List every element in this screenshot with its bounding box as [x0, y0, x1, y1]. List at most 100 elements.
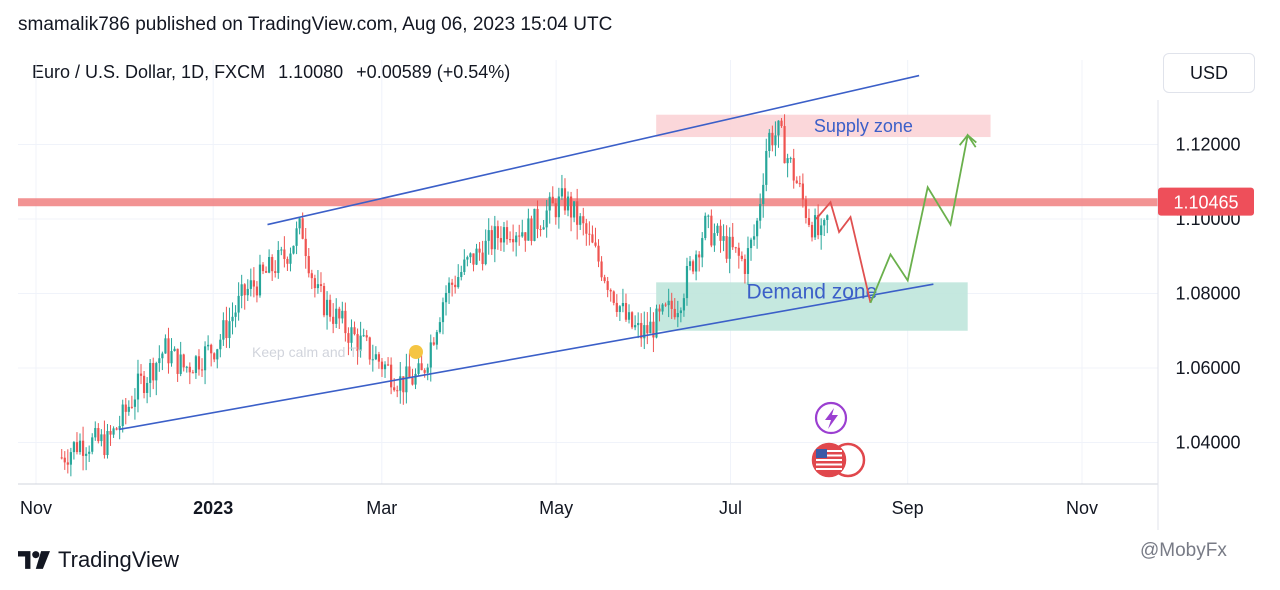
candle-body	[569, 196, 573, 218]
candle-body	[298, 218, 301, 229]
candle-body	[252, 280, 255, 287]
candle-body	[319, 284, 323, 287]
chart-candles	[60, 114, 829, 477]
candle-body	[627, 312, 631, 320]
y-tick-label: 1.08000	[1175, 284, 1240, 304]
candle-body	[353, 327, 356, 335]
candle-body	[484, 240, 487, 265]
candle-body	[774, 135, 777, 146]
candle-body	[795, 180, 798, 184]
candle-body	[731, 236, 734, 248]
candle-body	[704, 215, 707, 239]
x-tick-label: Jul	[719, 498, 742, 518]
chart-icons: Keep calm and Tr	[252, 344, 866, 478]
candle-body	[316, 284, 320, 289]
candle-body	[713, 233, 716, 246]
candle-body	[97, 428, 100, 442]
flag-stripe	[816, 468, 842, 470]
candle-body	[722, 236, 725, 241]
candle-body	[85, 453, 88, 456]
candle-body	[576, 201, 579, 225]
candle-body	[518, 235, 521, 237]
tradingview-brand[interactable]: TradingView	[18, 547, 179, 573]
candle-body	[277, 250, 280, 273]
candle-body	[152, 363, 155, 381]
candle-body	[203, 346, 207, 371]
candle-body	[649, 321, 652, 334]
candle-body	[146, 382, 149, 393]
candle-body	[243, 284, 246, 296]
chart-zones: Supply zone Demand zone	[656, 114, 991, 331]
candle-body	[295, 228, 298, 246]
candle-body	[826, 215, 829, 220]
price-change: +0.00589 (+0.54%)	[356, 62, 511, 82]
candle-body	[487, 230, 490, 241]
candle-body	[426, 367, 429, 373]
candle-body	[475, 248, 478, 265]
candle-body	[820, 225, 823, 236]
candle-body	[307, 256, 310, 274]
candle-body	[493, 226, 496, 250]
candle-body	[658, 308, 661, 312]
chart-grid	[18, 60, 1158, 484]
candle-body	[411, 377, 414, 385]
candle-body	[646, 325, 649, 334]
flag-stripe	[816, 454, 842, 457]
candle-body	[716, 225, 719, 234]
candle-body	[725, 236, 728, 259]
candle-body	[63, 457, 66, 463]
candle-body	[749, 239, 753, 249]
candle-body	[185, 366, 188, 368]
candle-body	[325, 299, 329, 316]
candle-body	[414, 373, 417, 385]
candle-body	[810, 224, 814, 238]
candle-body	[313, 278, 316, 289]
candle-body	[344, 310, 347, 334]
candle-body	[652, 321, 655, 338]
candle-body	[106, 431, 109, 456]
candle-body	[512, 239, 515, 243]
candle-body	[768, 132, 771, 151]
candle-body	[817, 215, 820, 236]
publish-info: smamalik786 published on TradingView.com…	[18, 14, 613, 35]
candle-body	[463, 259, 466, 272]
x-tick-label: Sep	[892, 498, 924, 518]
candle-body	[399, 376, 402, 391]
candle-body	[771, 132, 774, 146]
candle-body	[81, 440, 85, 456]
candle-body	[118, 425, 121, 430]
candle-body	[695, 254, 698, 272]
candle-body	[813, 215, 817, 238]
candle-body	[408, 366, 411, 378]
candle-body	[350, 327, 353, 343]
candle-body	[228, 321, 231, 339]
currency-button[interactable]: USD	[1163, 53, 1255, 93]
last-price: 1.10080	[278, 62, 344, 82]
channel-support-line	[118, 283, 934, 431]
candle-body	[585, 223, 588, 234]
candle-body	[405, 366, 408, 393]
flag-stripe	[816, 459, 842, 461]
candle-body	[91, 437, 94, 452]
candle-body	[603, 277, 606, 282]
candle-body	[88, 451, 91, 454]
candle-body	[149, 363, 152, 383]
candle-body	[432, 342, 435, 345]
candle-body	[255, 286, 259, 296]
candle-body	[402, 376, 405, 393]
supply-zone	[656, 114, 991, 138]
candle-body	[380, 361, 384, 370]
candle-body	[798, 183, 801, 185]
candle-body	[158, 358, 161, 364]
candle-body	[655, 308, 658, 338]
candle-body	[765, 150, 768, 185]
candle-body	[792, 158, 795, 181]
candle-body	[60, 457, 63, 459]
candle-body	[539, 229, 542, 231]
candle-body	[664, 304, 667, 306]
candle-body	[533, 208, 536, 241]
candle-body	[207, 344, 210, 347]
candle-body	[292, 245, 295, 254]
candle-body	[719, 225, 722, 241]
